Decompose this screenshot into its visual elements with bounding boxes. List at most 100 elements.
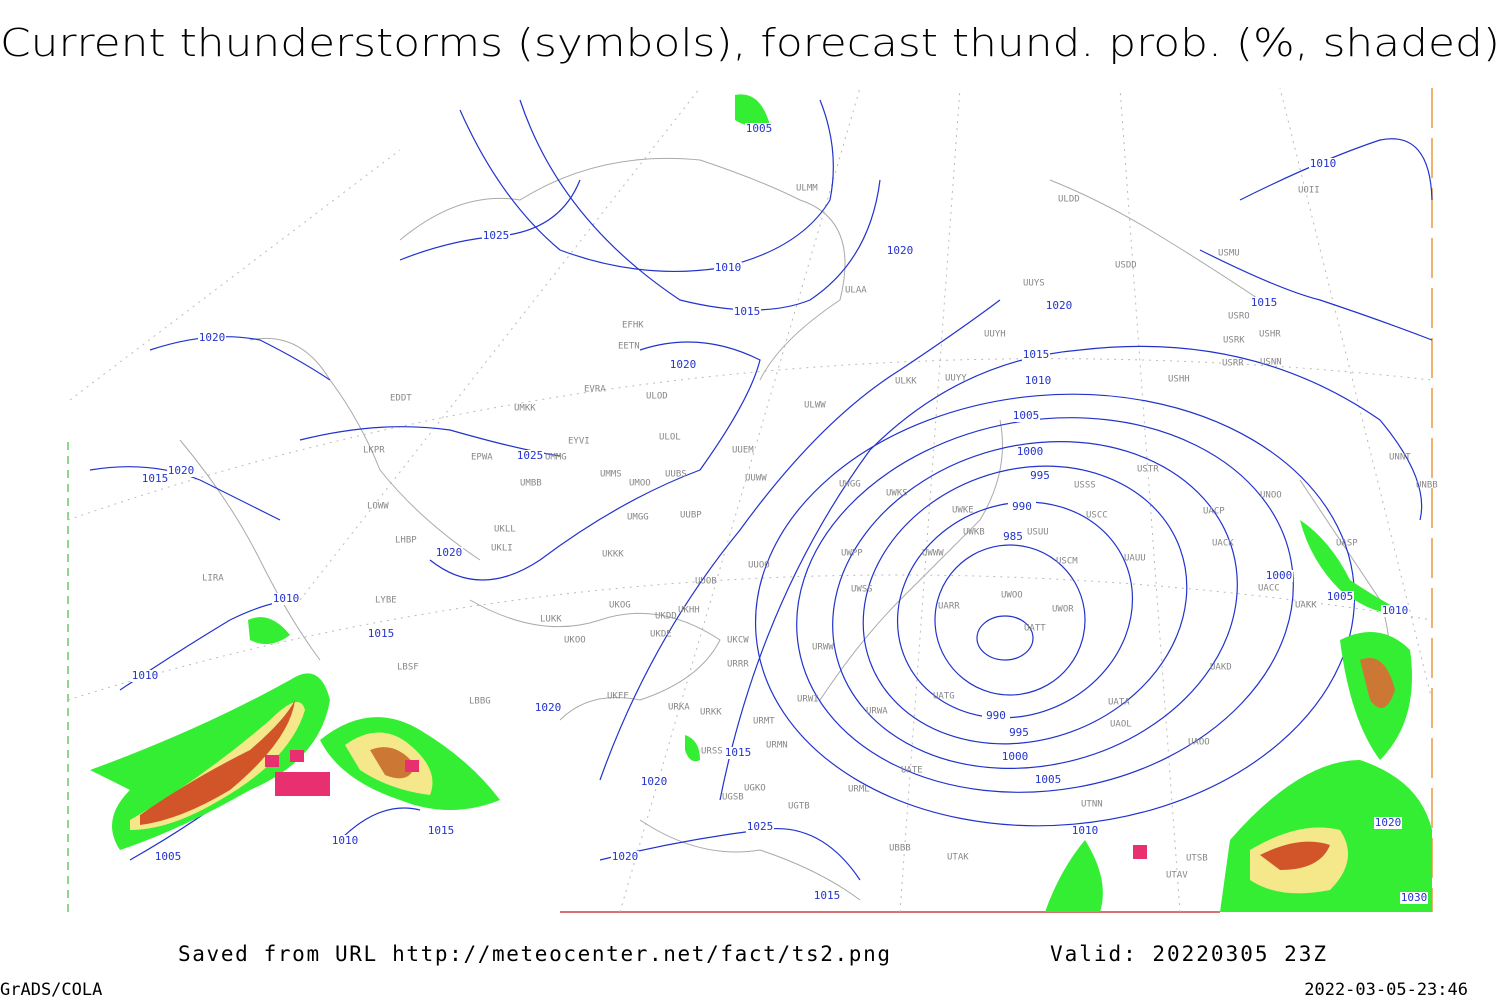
isobar-label: 1010	[715, 261, 742, 274]
isobar-label: 1020	[670, 358, 697, 371]
isobar-label: 1020	[168, 464, 195, 477]
isobar-label-bg	[1022, 349, 1050, 361]
station-code: LBSF	[397, 663, 419, 673]
station-code: EETN	[618, 342, 640, 352]
station-code: LYBE	[375, 596, 397, 606]
isobar-label: 1015	[814, 889, 841, 902]
station-code: EYVI	[568, 437, 590, 447]
station-code: ULOD	[646, 392, 668, 402]
isobar-label: 1010	[1072, 824, 1099, 837]
station-code: UOII	[1298, 186, 1320, 196]
isobar-label-bg	[724, 747, 752, 759]
isobar-label-bg	[640, 776, 668, 788]
isobar-label-bg	[1034, 774, 1062, 786]
station-code: UTNN	[1081, 800, 1103, 810]
station-code: UGSB	[722, 793, 744, 803]
isobar-label: 1015	[1023, 348, 1050, 361]
timestamp: 2022-03-05-23:46	[1304, 980, 1468, 1000]
station-code: ULMM	[796, 184, 818, 194]
station-code: URML	[848, 785, 870, 795]
isobar-label-bg	[331, 835, 359, 847]
station-code: ULDD	[1058, 195, 1080, 205]
station-code: UKKK	[602, 550, 624, 560]
station-code: UAKK	[1295, 601, 1317, 611]
thunderstorm-symbols	[265, 750, 1147, 859]
isobar-label: 1015	[142, 472, 169, 485]
isobar-label-bg	[367, 628, 395, 640]
station-code: USTR	[1137, 465, 1159, 475]
isobar-label-bg	[1265, 570, 1293, 582]
station-code: UATG	[933, 692, 955, 702]
station-code: ULKK	[895, 377, 917, 387]
station-code: UAOO	[1188, 738, 1210, 748]
isobar-label-bg	[669, 359, 697, 371]
isobar-label-bg	[141, 473, 169, 485]
station-code: UUYY	[945, 374, 967, 384]
station-code: UUBP	[680, 511, 702, 521]
isobar-label-bg	[1400, 892, 1428, 904]
station-code: EDDT	[390, 394, 412, 404]
isobar-label-bg	[1005, 727, 1033, 739]
isobar-label: 1010	[1382, 604, 1409, 617]
isobar-label-bg	[198, 332, 226, 344]
isobar-label-bg	[982, 710, 1010, 722]
isobar-label: 1015	[368, 627, 395, 640]
station-code: UKDE	[650, 630, 672, 640]
station-code: USMU	[1218, 249, 1240, 259]
isobars	[89, 99, 1433, 906]
station-code: UWOO	[1001, 591, 1023, 601]
isobar-label: 1010	[332, 834, 359, 847]
isobar-label-bg	[999, 531, 1027, 543]
station-code: LHBP	[395, 536, 417, 546]
isobar-label-bg	[714, 262, 742, 274]
station-code: USUU	[1027, 528, 1049, 538]
station-code: UUWW	[745, 474, 767, 484]
isobar-label-bg	[1309, 158, 1337, 170]
station-code: UWGG	[839, 480, 861, 490]
station-code: USSS	[1074, 481, 1096, 491]
isobar-label: 1005	[1035, 773, 1062, 786]
valid-time: Valid: 20220305 23Z	[1050, 942, 1326, 966]
isobar-label: 1015	[725, 746, 752, 759]
station-code: UNOO	[1260, 491, 1282, 501]
isobar-label-bg	[131, 670, 159, 682]
isobar-label-bg	[1045, 300, 1073, 312]
isobar-label-bg	[1381, 605, 1409, 617]
station-code: URKA	[668, 703, 690, 713]
station-code: UUYS	[1023, 279, 1045, 289]
station-code: UGTB	[788, 802, 810, 812]
station-code: UMGG	[627, 513, 649, 523]
station-code: USDD	[1115, 261, 1137, 271]
station-code: URMT	[753, 717, 775, 727]
isobar-label-bg	[1374, 817, 1402, 829]
isobar-label: 1020	[436, 546, 463, 559]
station-code: ULAA	[845, 286, 867, 296]
isobar-label-bg	[1008, 501, 1036, 513]
station-code: UATE	[901, 766, 923, 776]
title: Current thunderstorms (symbols), forecas…	[0, 21, 1500, 65]
isobar-label: 990	[1012, 500, 1032, 513]
isobar-label-bg	[154, 851, 182, 863]
isobar-label-bg	[733, 306, 761, 318]
isobar-label-bg	[1024, 375, 1052, 387]
station-code: USRK	[1223, 336, 1245, 346]
isobar-label: 995	[1009, 726, 1029, 739]
isobar-label: 1020	[199, 331, 226, 344]
station-code: UTAK	[947, 853, 969, 863]
station-code: ULWW	[804, 401, 826, 411]
station-code: UACC	[1258, 584, 1280, 594]
station-code: UWOR	[1052, 605, 1074, 615]
isobar-label: 1015	[428, 824, 455, 837]
isobar-label: 1020	[1375, 816, 1402, 829]
isobar-label: 1025	[517, 449, 544, 462]
station-code: LKPR	[363, 446, 385, 456]
station-code: UKCW	[727, 636, 749, 646]
isobar-label: 1010	[1310, 157, 1337, 170]
isobar-label: 1025	[747, 820, 774, 833]
station-code: UMKK	[514, 404, 536, 414]
station-code: UKHH	[678, 606, 700, 616]
isobar-label-bg	[1012, 410, 1040, 422]
station-code: USHR	[1259, 330, 1281, 340]
isobar-label-bg	[813, 890, 841, 902]
